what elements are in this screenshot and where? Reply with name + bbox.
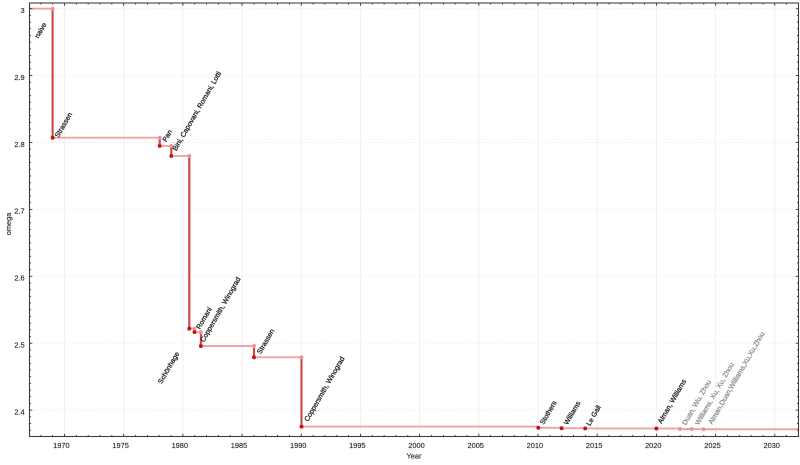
- svg-text:2.6: 2.6: [14, 274, 24, 283]
- svg-text:omega: omega: [4, 212, 13, 235]
- svg-text:2.5: 2.5: [14, 341, 24, 350]
- svg-text:1990: 1990: [290, 441, 306, 450]
- svg-text:2010: 2010: [527, 441, 543, 450]
- svg-text:Year: Year: [407, 451, 422, 460]
- svg-text:2.7: 2.7: [14, 207, 24, 216]
- svg-text:1975: 1975: [112, 441, 128, 450]
- svg-text:2020: 2020: [645, 441, 661, 450]
- svg-text:1995: 1995: [349, 441, 365, 450]
- svg-text:1970: 1970: [53, 441, 69, 450]
- svg-text:2.4: 2.4: [14, 407, 24, 416]
- svg-text:2030: 2030: [763, 441, 779, 450]
- svg-text:2025: 2025: [704, 441, 720, 450]
- svg-text:2005: 2005: [467, 441, 483, 450]
- svg-text:2.8: 2.8: [14, 140, 24, 149]
- svg-text:1985: 1985: [231, 441, 247, 450]
- svg-text:3: 3: [20, 6, 24, 15]
- svg-text:2000: 2000: [408, 441, 424, 450]
- svg-text:2015: 2015: [586, 441, 602, 450]
- svg-text:2.9: 2.9: [14, 73, 24, 82]
- svg-text:1980: 1980: [172, 441, 188, 450]
